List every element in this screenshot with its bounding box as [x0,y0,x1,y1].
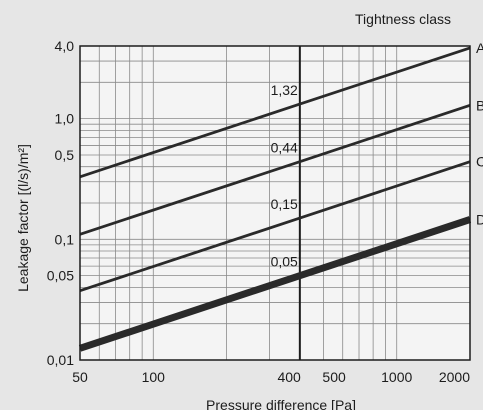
point-label-b: 0,44 [271,140,298,156]
x-axis-label: Pressure difference [Pa] [206,397,356,410]
y-tick-label: 0,1 [55,231,75,247]
point-label-a: 1,32 [271,82,298,98]
series-label-d: D [476,211,483,227]
x-tick-labels: 50 100 400 500 1000 2000 [72,369,470,385]
series-line-b [79,103,471,236]
x-tick-label: 50 [72,369,88,385]
series-label-a: A [476,40,483,56]
series-label-b: B [476,97,483,113]
series-group [78,46,472,352]
x-tick-label: 500 [322,369,346,385]
y-tick-label: 1,0 [55,111,75,127]
series-line-a [79,46,471,179]
series-line-d [78,216,472,352]
series-line-c [79,160,471,293]
point-label-d: 0,05 [271,254,298,270]
point-labels: 1,32 0,44 0,15 0,05 [271,82,298,270]
y-tick-label: 0,01 [47,352,74,368]
y-tick-label: 0,5 [55,147,75,163]
x-tick-label: 2000 [439,369,470,385]
y-tick-label: 4,0 [55,38,75,54]
x-tick-label: 400 [277,369,301,385]
x-tick-label: 100 [142,369,166,385]
series-label-c: C [476,154,483,170]
y-tick-labels: 4,0 1,0 0,5 0,1 0,05 0,01 [47,38,74,368]
x-tick-label: 1000 [381,369,412,385]
y-tick-label: 0,05 [47,268,74,284]
plot-frame [79,45,471,361]
y-axis-label: Leakage factor [(l/s)/m²] [15,144,31,292]
point-label-c: 0,15 [271,196,298,212]
series-labels: A B C D [476,40,483,228]
chart-title: Tightness class [355,11,451,27]
